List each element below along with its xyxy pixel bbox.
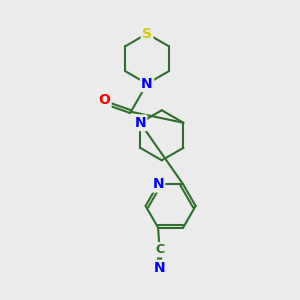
Text: N: N	[134, 116, 146, 130]
Text: N: N	[152, 177, 164, 191]
Text: N: N	[141, 77, 153, 91]
Text: N: N	[141, 77, 153, 91]
Text: O: O	[98, 93, 110, 107]
Text: N: N	[154, 261, 165, 275]
Text: S: S	[142, 27, 152, 41]
Text: N: N	[152, 177, 164, 191]
Text: N: N	[134, 116, 146, 130]
Text: O: O	[98, 93, 110, 107]
Text: S: S	[142, 27, 152, 41]
Text: C: C	[155, 243, 164, 256]
Text: C: C	[155, 243, 164, 256]
Text: N: N	[154, 261, 165, 275]
